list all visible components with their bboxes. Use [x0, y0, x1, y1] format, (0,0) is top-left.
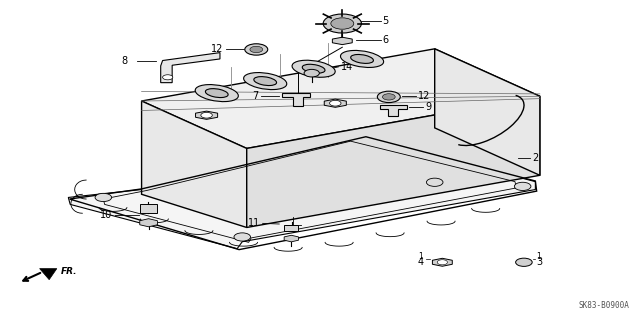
Ellipse shape: [244, 72, 287, 90]
Text: 5: 5: [383, 16, 388, 26]
Text: 10: 10: [100, 210, 112, 220]
Ellipse shape: [302, 64, 325, 73]
Circle shape: [95, 193, 111, 202]
Ellipse shape: [351, 55, 373, 63]
Polygon shape: [282, 93, 310, 106]
Polygon shape: [68, 137, 536, 249]
Polygon shape: [141, 49, 540, 148]
Text: 12: 12: [211, 44, 223, 54]
Circle shape: [426, 178, 443, 186]
Circle shape: [234, 233, 250, 241]
Ellipse shape: [205, 89, 228, 98]
Text: 6: 6: [383, 35, 388, 45]
Ellipse shape: [340, 50, 383, 67]
Polygon shape: [332, 37, 352, 45]
Circle shape: [323, 14, 362, 33]
Polygon shape: [40, 269, 57, 280]
Polygon shape: [196, 111, 218, 119]
Circle shape: [330, 100, 341, 106]
Text: SK83-B0900A: SK83-B0900A: [578, 301, 629, 310]
Polygon shape: [380, 105, 407, 116]
Text: 8: 8: [122, 56, 127, 66]
Polygon shape: [161, 53, 220, 83]
Circle shape: [245, 44, 268, 55]
Circle shape: [515, 182, 531, 190]
Circle shape: [378, 91, 400, 103]
Text: 1: 1: [419, 252, 423, 261]
Bar: [284, 225, 298, 231]
Text: 1: 1: [537, 252, 541, 261]
Polygon shape: [284, 235, 298, 242]
Ellipse shape: [292, 60, 335, 77]
Circle shape: [516, 258, 532, 266]
Polygon shape: [140, 219, 157, 227]
Circle shape: [437, 260, 447, 265]
Ellipse shape: [254, 77, 276, 85]
Text: 4: 4: [417, 257, 423, 267]
Circle shape: [163, 75, 173, 80]
Text: 3: 3: [537, 257, 543, 267]
Polygon shape: [246, 96, 540, 227]
Circle shape: [250, 46, 262, 53]
Bar: [140, 204, 157, 213]
Polygon shape: [324, 99, 346, 107]
Text: 11: 11: [248, 219, 260, 228]
Text: 12: 12: [418, 91, 431, 100]
Circle shape: [304, 69, 319, 77]
Circle shape: [201, 112, 212, 118]
Text: 9: 9: [426, 102, 432, 112]
Ellipse shape: [195, 85, 238, 102]
Text: 14: 14: [341, 62, 353, 72]
Polygon shape: [433, 258, 452, 266]
Text: 7: 7: [253, 91, 259, 100]
Circle shape: [331, 18, 354, 29]
Circle shape: [383, 94, 395, 100]
Polygon shape: [141, 101, 246, 227]
Polygon shape: [435, 49, 540, 175]
Text: 2: 2: [532, 153, 538, 163]
Text: FR.: FR.: [61, 267, 77, 276]
